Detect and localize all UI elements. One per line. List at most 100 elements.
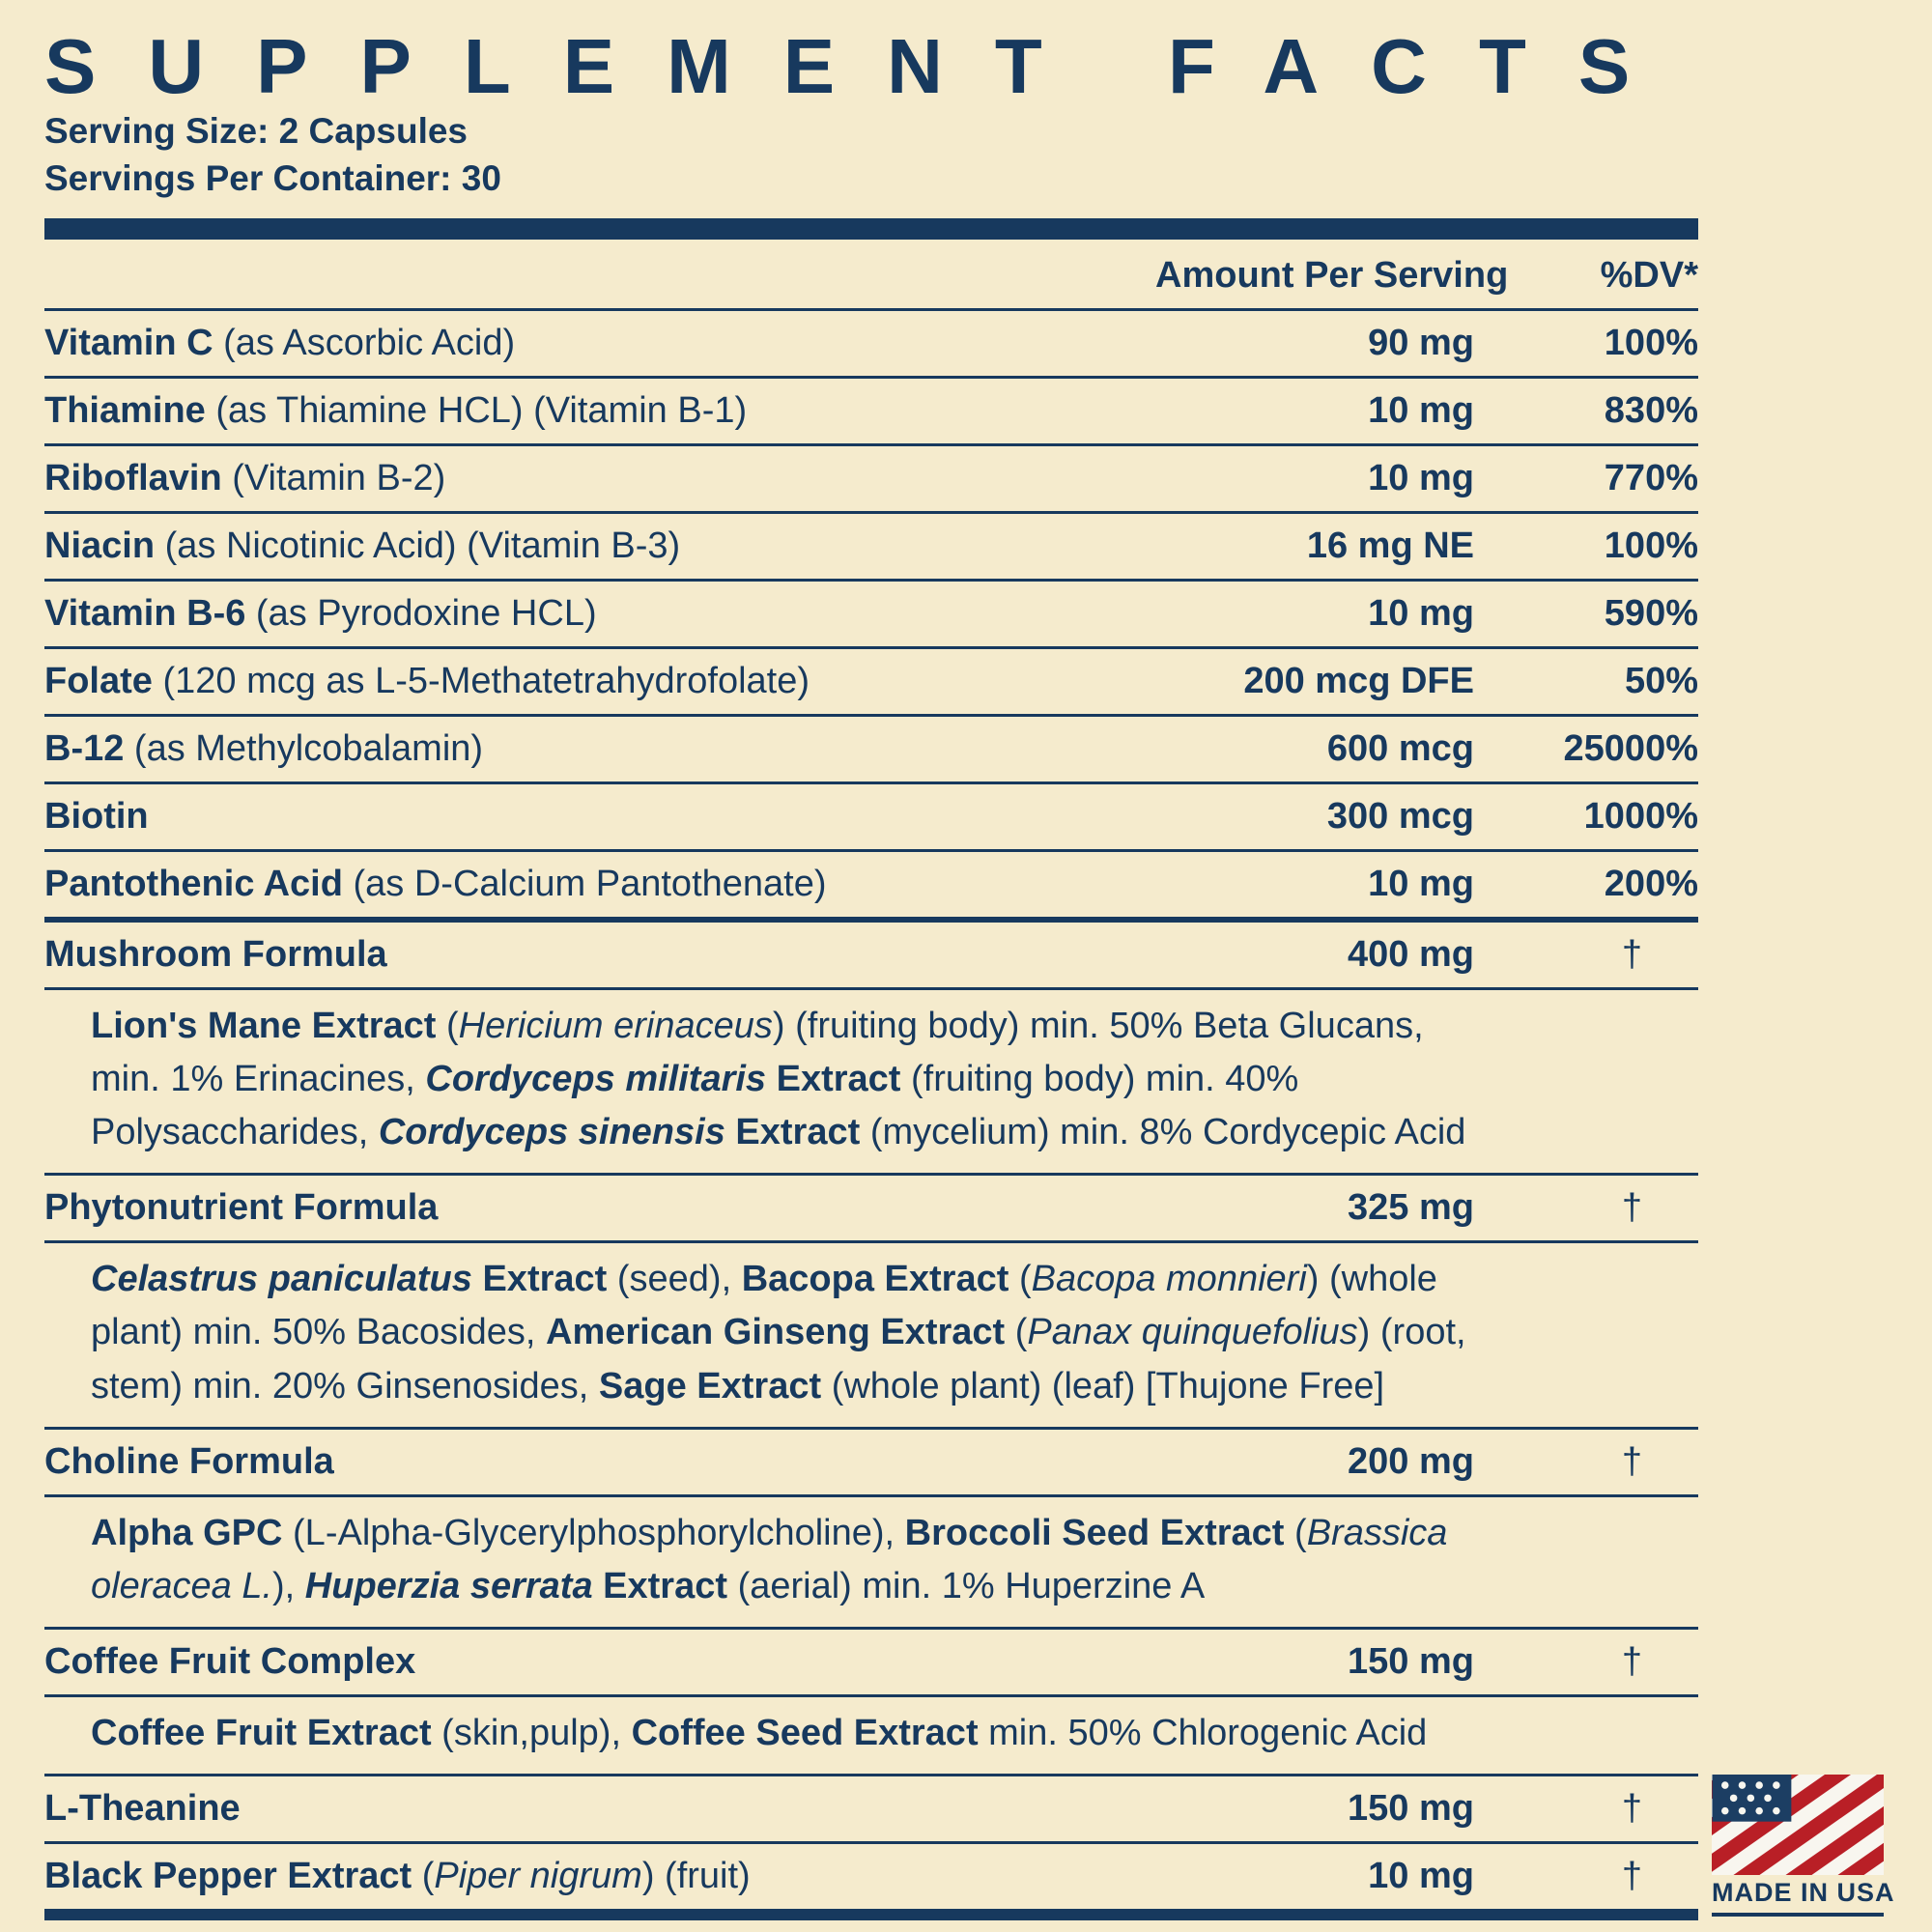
ingredient-name: Riboflavin (Vitamin B-2) — [44, 458, 1155, 499]
text-segment: Coffee Seed Extract — [631, 1712, 989, 1753]
amount-per-serving: 325 mg — [1348, 1187, 1474, 1229]
row-b12: B-12 (as Methylcobalamin) 600 mcg 25000% — [44, 714, 1698, 781]
text-segment: (as Ascorbic Acid) — [223, 323, 516, 364]
text-segment: ( — [446, 1006, 459, 1047]
dv-column-header: %DV* — [1600, 255, 1698, 297]
text-segment: (120 mcg as L-5-Methatetrahydrofolate) — [162, 661, 810, 702]
ingredient-name: Thiamine (as Thiamine HCL) (Vitamin B-1) — [44, 390, 1155, 432]
text-segment: L-Theanine — [44, 1787, 241, 1829]
flag-canton — [1712, 1775, 1792, 1822]
sub-coffee-fruit-complex: Coffee Fruit Extract (skin,pulp), Coffee… — [44, 1693, 1698, 1774]
daily-value: † — [1621, 1640, 1642, 1682]
ingredient-name: Vitamin B-6 (as Pyrodoxine HCL) — [44, 593, 1155, 635]
amount-per-serving: 400 mg — [1348, 934, 1474, 976]
ingredient-name: Black Pepper Extract (Piper nigrum) (fru… — [44, 1856, 1155, 1897]
text-segment: Brassica oleracea L. — [91, 1512, 1448, 1606]
row-thiamine: Thiamine (as Thiamine HCL) (Vitamin B-1)… — [44, 376, 1698, 443]
servings-per-container: Servings Per Container: 30 — [44, 158, 501, 199]
text-segment: Cordyceps militaris — [425, 1059, 767, 1100]
sub-phytonutrient-formula: Celastrus paniculatus Extract (seed), Ba… — [44, 1240, 1698, 1426]
row-black-pepper-extract: Black Pepper Extract (Piper nigrum) (fru… — [44, 1840, 1698, 1909]
text-segment: ) (fruit) — [641, 1855, 751, 1896]
sub-mushroom-formula: Lion's Mane Extract (Hericium erinaceus)… — [44, 987, 1698, 1173]
amount-per-serving: 600 mcg — [1326, 728, 1474, 770]
daily-value: 100% — [1604, 323, 1698, 364]
text-segment: Celastrus paniculatus — [91, 1259, 472, 1300]
text-segment: Choline Formula — [44, 1440, 334, 1482]
text-segment: (as Thiamine HCL) (Vitamin B-1) — [215, 390, 748, 432]
daily-value: 830% — [1604, 390, 1698, 432]
text-segment: ( — [421, 1855, 435, 1896]
text-segment: Extract — [766, 1059, 912, 1100]
text-segment: Hericium erinaceus — [458, 1006, 773, 1047]
text-segment: Extract — [724, 1112, 870, 1153]
text-segment: (as Nicotinic Acid) (Vitamin B-3) — [164, 526, 681, 567]
text-segment: Black Pepper Extract — [44, 1855, 422, 1896]
text-segment: Thiamine — [44, 390, 216, 432]
row-biotin: Biotin 300 mcg 1000% — [44, 781, 1698, 849]
text-segment: Sage Extract — [598, 1365, 832, 1406]
text-segment: Huperzia serrata — [304, 1565, 593, 1606]
daily-value: † — [1621, 1440, 1642, 1482]
text-segment: Alpha GPC — [91, 1512, 294, 1553]
amount-per-serving: 200 mcg DFE — [1243, 661, 1474, 702]
text-segment: Mushroom Formula — [44, 934, 387, 976]
ingredient-name: Vitamin C (as Ascorbic Acid) — [44, 323, 1155, 364]
text-segment: Cordyceps sinensis — [378, 1112, 725, 1153]
made-in-usa-label: MADE IN USA — [1712, 1878, 1895, 1907]
text-segment: (as Methylcobalamin) — [133, 728, 484, 770]
daily-value: † — [1621, 1855, 1642, 1896]
amount-per-serving: 90 mg — [1368, 323, 1474, 364]
text-segment: (mycelium) min. 8% Cordycepic Acid — [869, 1112, 1466, 1153]
text-segment: ) (whole plant) min. 50% Bacosides, — [91, 1259, 1437, 1353]
facts-table: Amount Per Serving %DV* Vitamin C (as As… — [44, 218, 1698, 1932]
amount-per-serving: 200 mg — [1348, 1440, 1474, 1482]
text-segment: ), — [272, 1565, 305, 1606]
daily-value: 200% — [1604, 864, 1698, 905]
ingredient-name: Coffee Fruit Complex — [44, 1641, 1155, 1683]
amount-per-serving: 10 mg — [1368, 593, 1474, 635]
text-segment: Riboflavin — [44, 458, 233, 499]
text-segment: Extract — [471, 1259, 617, 1300]
ingredient-name: B-12 (as Methylcobalamin) — [44, 728, 1155, 770]
text-segment: Piper nigrum — [434, 1855, 642, 1896]
text-segment: (as D-Calcium Pantothenate) — [353, 864, 827, 905]
row-phytonutrient-formula: Phytonutrient Formula 325 mg † — [44, 1173, 1698, 1240]
row-vitamin-b6: Vitamin B-6 (as Pyrodoxine HCL) 10 mg 590% — [44, 579, 1698, 646]
amount-per-serving: 300 mcg — [1326, 796, 1474, 838]
text-segment: (seed), — [616, 1259, 742, 1300]
ingredient-name: Pantothenic Acid (as D-Calcium Pantothen… — [44, 864, 1155, 905]
sub-choline-formula: Alpha GPC (L-Alpha-Glycerylphosphorylcho… — [44, 1493, 1698, 1627]
amount-column-header: Amount Per Serving — [1155, 255, 1509, 297]
ingredient-name: Phytonutrient Formula — [44, 1187, 1155, 1229]
ingredient-name: Biotin — [44, 796, 1155, 838]
serving-size: Serving Size: 2 Capsules — [44, 111, 469, 152]
amount-per-serving: 150 mg — [1348, 1640, 1474, 1682]
text-segment: ( — [1018, 1259, 1032, 1300]
text-segment: Broccoli Seed Extract — [904, 1512, 1295, 1553]
text-segment: Extract — [592, 1565, 738, 1606]
text-segment: Bacopa monnieri — [1031, 1259, 1307, 1300]
text-segment: Pantothenic Acid — [44, 864, 354, 905]
made-in-usa-badge: MADE IN USA — [1712, 1775, 1895, 1917]
page-title: SUPPLEMENT FACTS — [44, 23, 1683, 109]
text-segment: American Ginseng Extract — [546, 1312, 1015, 1353]
text-segment: ) (fruiting body) min. 50% Beta Glucans,… — [91, 1006, 1424, 1100]
daily-value: † — [1621, 1187, 1642, 1229]
daily-value: † — [1621, 934, 1642, 976]
daily-value: † — [1621, 1787, 1642, 1829]
text-segment: Coffee Fruit Complex — [44, 1640, 416, 1682]
text-segment: Lion's Mane Extract — [91, 1006, 447, 1047]
ingredient-name: L-Theanine — [44, 1788, 1155, 1830]
daily-value: 590% — [1604, 593, 1698, 635]
text-segment: min. 50% Chlorogenic Acid — [988, 1712, 1428, 1753]
text-segment: Phytonutrient Formula — [44, 1187, 439, 1229]
ingredient-name: Choline Formula — [44, 1441, 1155, 1483]
amount-per-serving: 10 mg — [1368, 1855, 1474, 1896]
row-vitamin-c: Vitamin C (as Ascorbic Acid) 90 mg 100% — [44, 308, 1698, 376]
daily-value: 770% — [1604, 458, 1698, 499]
text-segment: (whole plant) (leaf) [Thujone Free] — [831, 1365, 1385, 1406]
amount-per-serving: 10 mg — [1368, 390, 1474, 432]
row-folate: Folate (120 mcg as L-5-Methatetrahydrofo… — [44, 646, 1698, 714]
amount-per-serving: 10 mg — [1368, 864, 1474, 905]
